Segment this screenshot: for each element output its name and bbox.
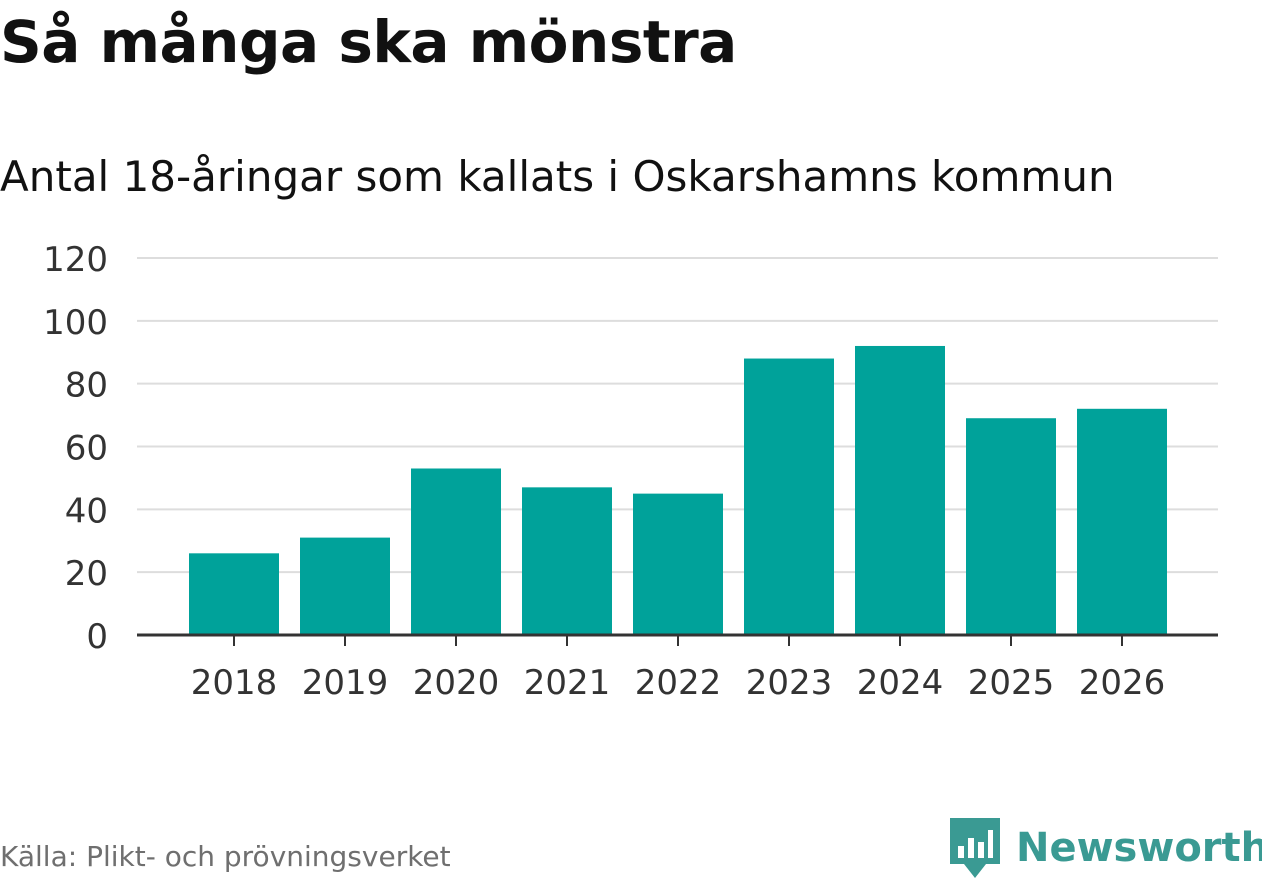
chart-subtitle: Antal 18-åringar som kallats i Oskarsham… [0,152,1115,201]
x-tick-label: 2026 [1079,663,1166,703]
axes: 0 20 40 60 80 100 120 2018 2019 2020 2021 2022 2023 2… [43,240,1218,703]
y-tick-label: 120 [43,240,108,280]
y-tick-label: 20 [65,554,108,594]
bar-2022 [633,493,723,635]
source-note: Källa: Plikt- och prövningsverket [0,840,451,873]
x-tick-label: 2023 [746,663,833,703]
y-tick-label: 60 [65,429,108,469]
brand: Newsworthy [950,818,1262,878]
bar-2019 [300,537,390,635]
x-tick-label: 2024 [857,663,944,703]
y-tick-label: 40 [65,491,108,531]
bar-2024 [855,345,945,635]
y-tick-label: 80 [65,366,108,406]
x-tick-label: 2021 [524,663,611,703]
bar-2021 [522,487,612,635]
newsworthy-logo-icon [950,818,1000,878]
bar-chart: 0 20 40 60 80 100 120 2018 2019 2020 2021 2022 2023 2… [43,240,1218,703]
bars [189,345,1167,635]
x-tick-label: 2020 [413,663,500,703]
x-tick-label: 2022 [635,663,722,703]
x-tick-label: 2025 [968,663,1055,703]
brand-name: Newsworthy [1016,825,1262,871]
y-tick-label: 0 [86,617,108,657]
bar-2018 [189,553,279,635]
x-tick-label: 2018 [191,663,278,703]
chart-title: Så många ska mönstra [0,8,737,76]
y-tick-label: 100 [43,303,108,343]
bar-2020 [411,468,501,635]
bar-2025 [966,418,1056,635]
bar-2026 [1077,408,1167,635]
x-tick-label: 2019 [302,663,389,703]
bar-2023 [744,358,834,635]
